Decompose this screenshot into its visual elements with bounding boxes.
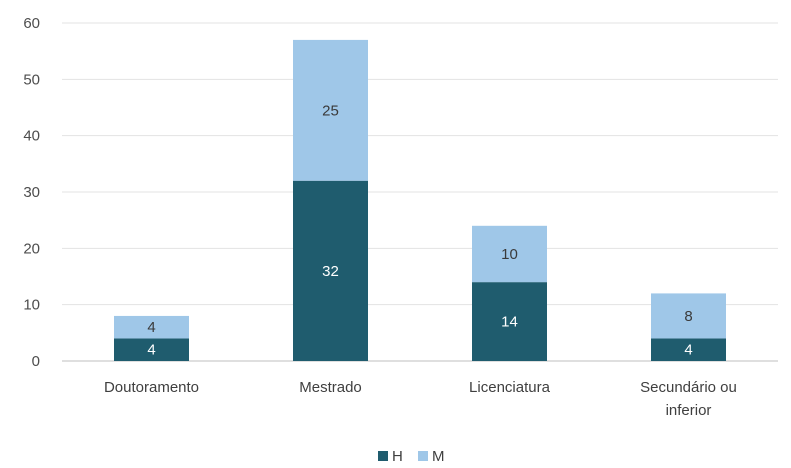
y-tick-label: 10 <box>23 297 40 314</box>
bar-segment-h <box>472 282 547 361</box>
x-axis: Doutoramento Mestrado Licenciatura Secundár… <box>104 379 737 419</box>
data-label: 25 <box>322 102 339 119</box>
bar-segment-m <box>114 315 189 339</box>
bar-segment-h <box>114 338 189 361</box>
data-label: 14 <box>501 314 518 331</box>
bar-segment-m <box>651 293 726 339</box>
data-label: 4 <box>147 319 155 336</box>
y-tick-label: 60 <box>23 15 40 32</box>
bars: 4 4 32 25 14 10 4 8 <box>114 39 726 361</box>
y-tick-label: 40 <box>23 128 40 145</box>
bar-segment-m <box>293 39 368 181</box>
legend-swatch-h <box>378 451 388 461</box>
bar-segment-h <box>293 180 368 361</box>
x-tick-label: Licenciatura <box>469 379 551 396</box>
data-label: 10 <box>501 246 518 263</box>
bar-segment-m <box>472 225 547 283</box>
data-label: 8 <box>684 308 692 325</box>
x-tick-label: Mestrado <box>299 379 362 396</box>
legend-label-h: H <box>392 448 403 465</box>
y-tick-label: 30 <box>23 184 40 201</box>
y-tick-label: 20 <box>23 240 40 257</box>
legend-swatch-m <box>418 451 428 461</box>
x-tick-label: Doutoramento <box>104 379 199 396</box>
bar-segment-h <box>651 338 726 361</box>
data-label: 32 <box>322 263 339 280</box>
data-label: 4 <box>684 342 692 359</box>
legend-label-m: M <box>432 448 445 465</box>
x-tick-label: inferior <box>666 402 712 419</box>
y-tick-label: 50 <box>23 71 40 88</box>
gridlines <box>62 22 778 362</box>
y-tick-label: 0 <box>32 353 40 370</box>
x-tick-label: Secundário ou <box>640 379 737 396</box>
y-axis: 0 10 20 30 40 50 60 <box>23 15 40 370</box>
data-label: 4 <box>147 342 155 359</box>
